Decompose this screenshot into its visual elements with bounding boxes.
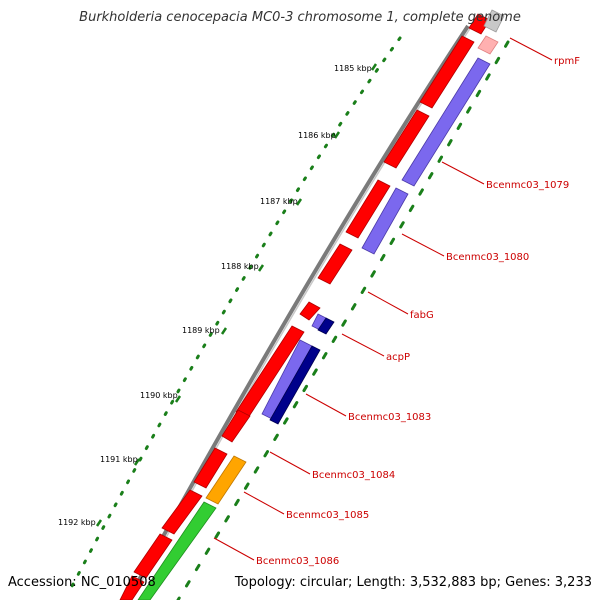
forward-genes: [119, 13, 491, 600]
tick-label: 1188 kbp: [221, 262, 259, 271]
leader-line: [269, 451, 311, 475]
gene-fwd-edge: [119, 575, 145, 600]
gene-label-fabG: fabG: [410, 310, 434, 321]
gene-label-bcenmc03-1083: Bcenmc03_1083: [348, 412, 431, 423]
scale-tick: [174, 395, 182, 403]
tick-label: 1192 kbp: [58, 518, 96, 527]
inner-ring: [176, 40, 510, 600]
tick-label: 1187 kbp: [260, 197, 298, 206]
tick-label: 1185 kbp: [334, 64, 372, 73]
gene-small-fwd: [299, 301, 321, 321]
tick-label: 1190 kbp: [140, 391, 178, 400]
gene-label-bcenmc03-1084: Bcenmc03_1084: [312, 470, 395, 481]
gene-label-bcenmc03-1079: Bcenmc03_1079: [486, 180, 569, 191]
leader-line: [341, 333, 385, 357]
gene-green-top-gray: [483, 9, 505, 33]
leader-line: [243, 491, 285, 515]
leader-line: [367, 291, 409, 315]
gene-acpP-rev-dark: [317, 317, 335, 335]
gene-label-acpP: acpP: [386, 352, 410, 363]
gene-rpmF: [468, 13, 491, 35]
leader-line: [213, 537, 255, 561]
scale-ticks: [95, 63, 378, 527]
scale-tick: [370, 63, 378, 71]
scale-tick-labels: 1185 kbp 1186 kbp 1187 kbp 1188 kbp 1189…: [58, 64, 372, 527]
gene-bcenmc03-1079-fwd: [419, 35, 475, 109]
gene-label-rpmF: rpmF: [554, 56, 580, 67]
scale-tick: [333, 131, 341, 139]
reverse-genes: [261, 57, 491, 425]
genome-summary: Topology: circular; Length: 3,532,883 bp…: [234, 575, 592, 590]
tick-label: 1186 kbp: [298, 131, 336, 140]
gene-acpP-fwd: [317, 243, 353, 285]
gene-bcenmc03-1086-fwd: [161, 489, 203, 535]
gene-label-bcenmc03-1085: Bcenmc03_1085: [286, 510, 369, 521]
gene-bcenmc03-1085-fwd: [193, 447, 228, 489]
gene-top-pink: [477, 35, 499, 55]
gene-labels: rpmF Bcenmc03_1079 Bcenmc03_1080 fabG ac…: [256, 56, 580, 567]
scale-tick: [95, 519, 103, 527]
gene-label-bcenmc03-1086: Bcenmc03_1086: [256, 556, 339, 567]
gene-bcenmc03-1085-orange: [205, 455, 247, 505]
tick-label: 1189 kbp: [182, 326, 220, 335]
gene-fabG-fwd: [345, 179, 391, 239]
gene-label-bcenmc03-1080: Bcenmc03_1080: [446, 252, 529, 263]
map-title: Burkholderia cenocepacia MC0-3 chromosom…: [79, 10, 521, 25]
gene-bcenmc03-1080-rev: [361, 187, 409, 255]
leader-line: [401, 233, 445, 257]
gene-bcenmc03-1079-rev: [401, 57, 491, 187]
scale-ring: [68, 36, 402, 592]
gene-fwd-bottom: [133, 533, 173, 579]
tick-label: 1191 kbp: [100, 455, 138, 464]
scale-tick: [295, 198, 303, 206]
gene-bcenmc03-1086-green: [137, 501, 217, 600]
scale-tick: [220, 327, 228, 335]
gene-bcenmc03-1083-rev-dark: [269, 345, 321, 425]
leader-lines: [213, 37, 553, 561]
scale-tick: [133, 458, 141, 466]
leader-line: [441, 161, 485, 185]
gene-bcenmc03-1084-fwd: [221, 409, 251, 443]
gene-bcenmc03-1080-fwd: [383, 109, 430, 169]
scale-tick: [257, 264, 265, 272]
accession-label: Accession: NC_010508: [8, 575, 156, 590]
leader-line: [305, 393, 347, 417]
leader-line: [509, 37, 553, 61]
